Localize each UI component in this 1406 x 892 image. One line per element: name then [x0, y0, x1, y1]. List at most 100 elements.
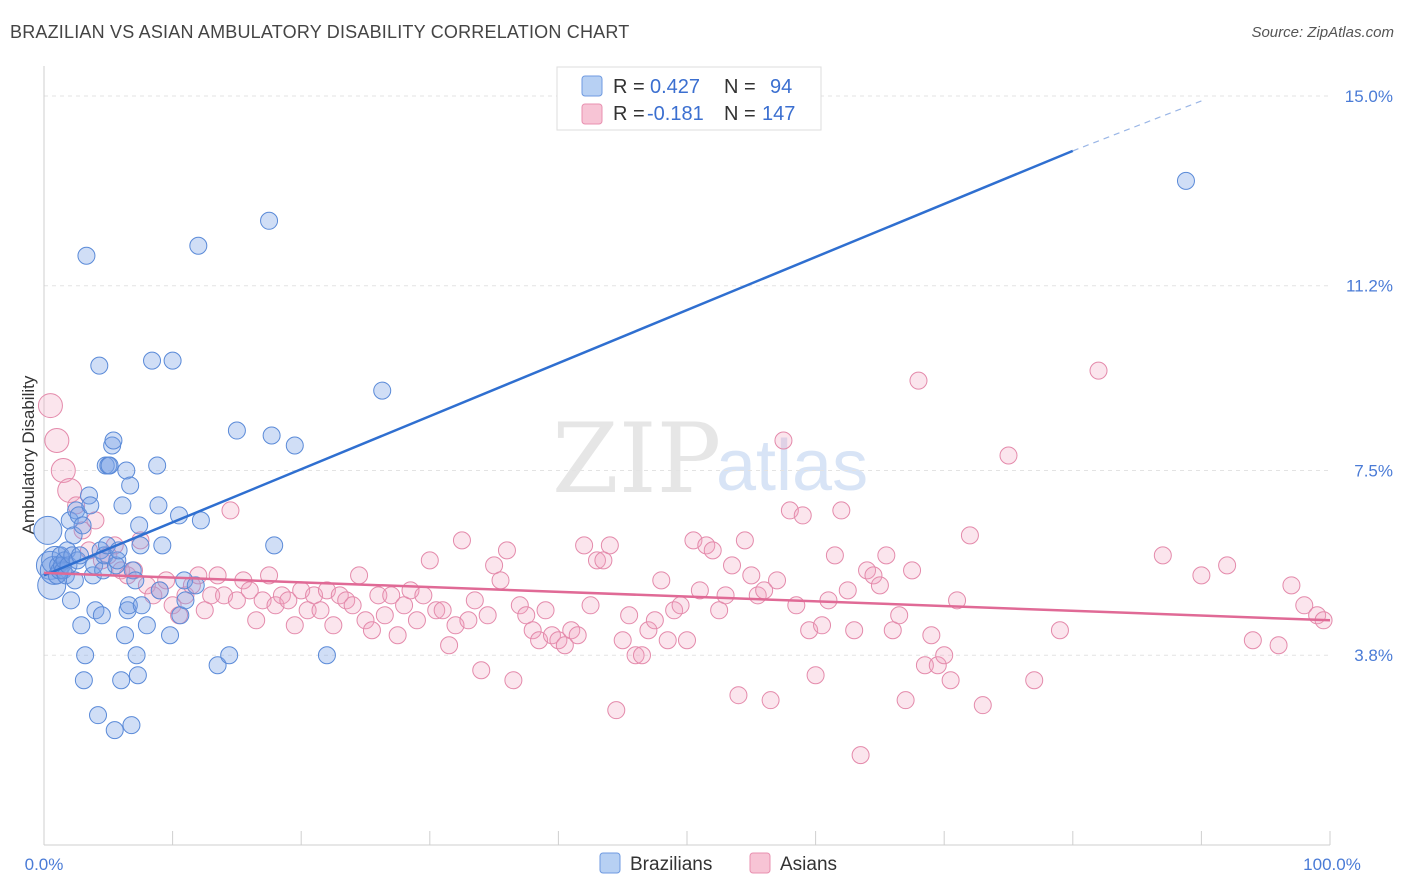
legend-r-label-asians: R = — [613, 103, 645, 125]
asians-point — [613, 631, 632, 650]
asians-point — [452, 531, 471, 550]
brazilians-point — [150, 581, 169, 600]
brazilians-point — [373, 381, 392, 400]
asians-point — [710, 601, 729, 620]
brazilians-point — [208, 656, 227, 675]
asians-point — [819, 591, 838, 610]
asians-point — [928, 656, 947, 675]
asians-point — [433, 601, 452, 620]
asians-point — [729, 686, 748, 705]
asians-point — [671, 596, 690, 615]
brazilians-point — [108, 551, 127, 570]
asians-point — [690, 581, 709, 600]
asians-point — [1295, 596, 1314, 615]
asians-point — [851, 746, 870, 765]
asians-point — [407, 611, 426, 630]
brazilians-point — [191, 511, 210, 530]
asians-point — [343, 596, 362, 615]
source-label: Source: ZipAtlas.com — [1251, 24, 1394, 41]
asians-point — [555, 636, 574, 655]
brazilians-point — [126, 571, 145, 590]
asians-point — [1282, 576, 1301, 595]
asians-point — [935, 646, 954, 665]
asians-point — [877, 546, 896, 565]
asians-point — [414, 586, 433, 605]
asians-point — [298, 601, 317, 620]
brazilians-point — [92, 606, 111, 625]
asians-point — [581, 596, 600, 615]
brazilians-point — [175, 571, 194, 590]
brazilians-point — [113, 496, 132, 515]
asians-point — [427, 601, 446, 620]
legend-n-brazilians: 94 — [770, 76, 792, 98]
asians-point — [960, 526, 979, 545]
brazilians-point — [33, 515, 63, 545]
brazilians-point — [119, 596, 138, 615]
brazilians-point — [105, 721, 124, 740]
asians-point — [607, 701, 626, 720]
brazilians-point — [121, 476, 140, 495]
bottom-legend-asians: Asians — [780, 854, 837, 875]
asians-point — [50, 457, 76, 483]
asians-point — [742, 566, 761, 585]
brazilians-point — [186, 576, 205, 595]
asians-point — [202, 586, 221, 605]
bottom-legend-brazilians: Brazilians — [630, 854, 712, 875]
x-tick-label-max: 100.0% — [1303, 855, 1361, 874]
brazilians-point — [171, 606, 190, 625]
asians-point — [600, 536, 619, 555]
legend-box: R = 0.427 N = 94 R = -0.181 N = 147 — [556, 66, 822, 131]
x-tick-label-min: 0.0% — [25, 855, 64, 874]
legend-n-label-asians: N = — [724, 103, 756, 125]
asians-point — [678, 631, 696, 650]
brazilians-point — [143, 351, 162, 370]
asians-point — [485, 556, 504, 575]
brazilians-point — [74, 671, 93, 690]
asians-point — [774, 431, 793, 450]
asians-point — [221, 501, 240, 520]
brazilians-point — [317, 646, 336, 665]
brazilians-point — [76, 646, 95, 665]
brazilians-point — [64, 526, 83, 545]
x-ticks — [172, 831, 1331, 845]
brazilians-point — [112, 671, 131, 690]
asians-point — [208, 566, 227, 585]
brazilians-point — [62, 591, 81, 610]
asians-point — [915, 656, 934, 675]
brazilians-point — [73, 516, 92, 535]
asians-point — [903, 561, 922, 580]
asians-point — [645, 611, 664, 630]
brazilians-points — [33, 171, 1195, 740]
asians-point — [504, 671, 523, 690]
asians-point — [440, 636, 459, 655]
brazilians-point — [104, 431, 123, 450]
brazilians-point — [161, 626, 180, 645]
brazilians-point — [65, 571, 84, 590]
legend-r-asians: -0.181 — [647, 103, 704, 125]
asians-point — [375, 606, 394, 625]
asians-point — [73, 521, 92, 540]
asians-point — [948, 591, 967, 610]
asians-point — [369, 586, 388, 605]
bottom-legend: Brazilians Asians — [599, 852, 837, 875]
asians-point — [793, 506, 812, 525]
brazilians-point — [122, 716, 141, 735]
legend-swatch-asians — [581, 103, 603, 125]
asians-point — [350, 566, 369, 585]
y-axis-title: Ambulatory Disability — [19, 375, 38, 534]
brazilians-trend-line — [43, 149, 1074, 577]
asians-point — [883, 621, 902, 640]
bottom-legend-swatch-asians — [749, 852, 771, 874]
asians-point — [658, 631, 677, 650]
asians-point — [227, 591, 246, 610]
asians-point — [587, 551, 606, 570]
asians-point — [594, 551, 613, 570]
asians-point — [472, 661, 491, 680]
asians-point — [388, 626, 407, 645]
asians-point — [973, 696, 992, 715]
asians-point — [195, 601, 214, 620]
asians-point — [806, 666, 825, 685]
asians-point — [1192, 566, 1211, 585]
brazilians-point — [69, 506, 88, 525]
